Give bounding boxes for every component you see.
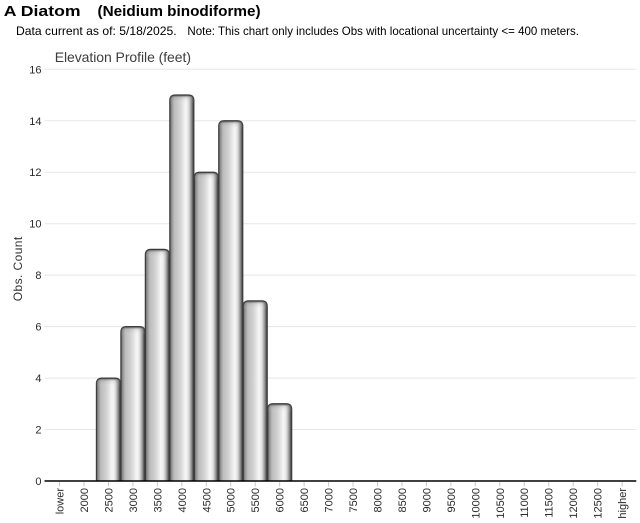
svg-text:11000: 11000 — [519, 488, 531, 518]
svg-text:12000: 12000 — [568, 488, 580, 519]
svg-text:8500: 8500 — [397, 488, 409, 512]
svg-text:3500: 3500 — [152, 488, 164, 512]
svg-text:higher: higher — [617, 488, 629, 519]
svg-text:2: 2 — [35, 424, 41, 436]
svg-text:2000: 2000 — [79, 488, 91, 512]
svg-text:4500: 4500 — [201, 488, 213, 512]
svg-text:Note: This chart only includes: Note: This chart only includes Obs with … — [187, 24, 579, 38]
svg-text:9000: 9000 — [421, 488, 433, 512]
svg-text:Obs. Count: Obs. Count — [11, 236, 25, 301]
svg-text:10000: 10000 — [470, 488, 482, 519]
svg-text:4000: 4000 — [177, 488, 189, 512]
svg-text:3000: 3000 — [128, 488, 140, 512]
svg-text:(Neidium binodiforme): (Neidium binodiforme) — [98, 3, 261, 20]
svg-text:A Diatom: A Diatom — [4, 3, 81, 20]
svg-text:6500: 6500 — [299, 488, 311, 512]
svg-text:2500: 2500 — [103, 488, 115, 512]
svg-text:10: 10 — [29, 219, 41, 231]
svg-text:8: 8 — [35, 270, 41, 282]
svg-text:12: 12 — [29, 167, 41, 179]
svg-text:6: 6 — [35, 322, 41, 334]
svg-text:12500: 12500 — [593, 488, 605, 519]
svg-text:Elevation Profile (feet): Elevation Profile (feet) — [55, 49, 191, 65]
svg-text:16: 16 — [29, 64, 41, 76]
svg-text:lower: lower — [54, 488, 66, 515]
svg-text:9500: 9500 — [446, 488, 458, 512]
svg-text:0: 0 — [35, 476, 41, 488]
svg-text:7000: 7000 — [324, 488, 336, 512]
svg-text:7500: 7500 — [348, 488, 360, 512]
svg-text:6000: 6000 — [275, 488, 287, 512]
svg-text:Data current as of: 5/18/2025.: Data current as of: 5/18/2025. — [16, 24, 177, 38]
svg-text:4: 4 — [35, 373, 41, 385]
svg-text:10500: 10500 — [495, 488, 507, 519]
svg-text:11500: 11500 — [544, 488, 556, 518]
svg-text:5000: 5000 — [226, 488, 238, 512]
svg-text:14: 14 — [29, 116, 41, 128]
svg-text:8000: 8000 — [372, 488, 384, 512]
svg-text:5500: 5500 — [250, 488, 262, 512]
